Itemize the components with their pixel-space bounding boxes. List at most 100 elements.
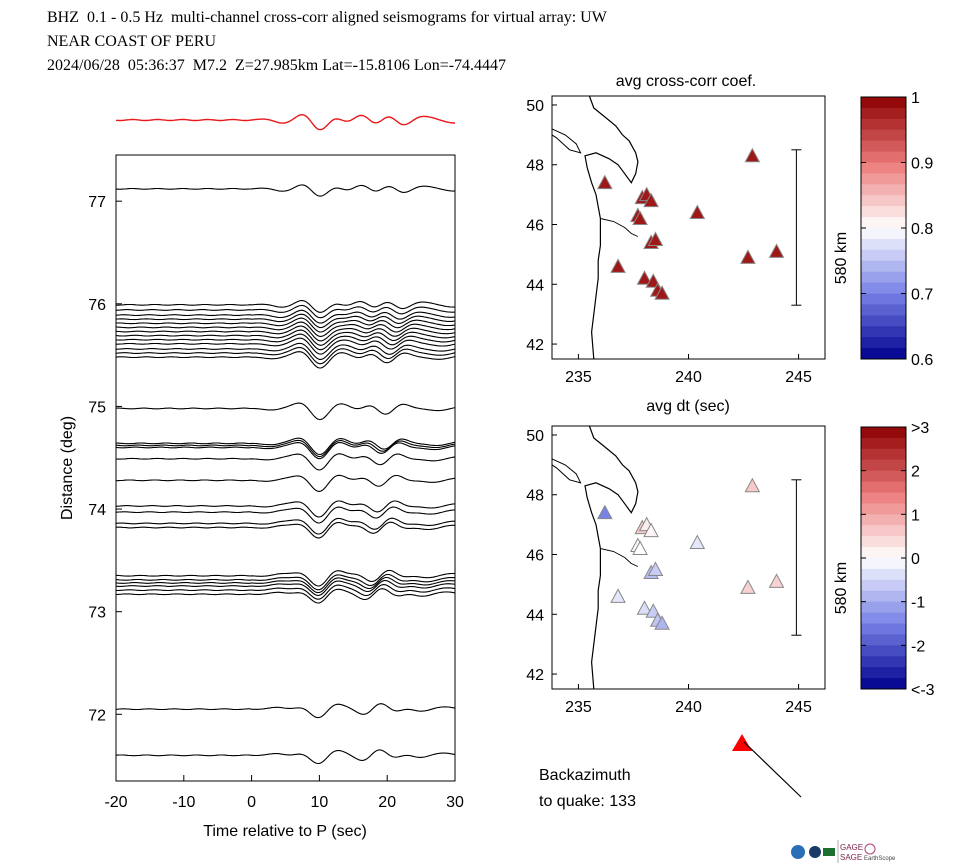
x-axis-label: Time relative to P (sec) bbox=[203, 823, 367, 840]
backazimuth-value: to quake: 133 bbox=[539, 793, 636, 810]
colorbar-tick-label: 0 bbox=[911, 551, 920, 568]
colorbar-tick-label: 1 bbox=[911, 507, 920, 524]
seismogram-trace bbox=[115, 573, 456, 591]
colorbar-tick-label: <-3 bbox=[911, 682, 935, 699]
seismogram-trace bbox=[115, 346, 456, 365]
seismogram-trace bbox=[115, 304, 456, 319]
y-tick-label: 42 bbox=[526, 667, 544, 684]
backazimuth-label: Backazimuth bbox=[539, 767, 631, 784]
colorbar-segment bbox=[861, 547, 906, 559]
sage-logo-text: SAGE bbox=[840, 853, 862, 862]
station-marker bbox=[768, 243, 785, 258]
y-tick-label: 48 bbox=[526, 158, 544, 175]
colorbar-tick-label: 0.7 bbox=[911, 287, 933, 304]
logos: GAGE SAGE EarthScope bbox=[791, 840, 896, 863]
colorbar-segment bbox=[861, 151, 906, 163]
colorbar-tick-label: 0.9 bbox=[911, 156, 933, 173]
x-tick-label: 235 bbox=[565, 699, 592, 716]
colorbar-segment bbox=[861, 656, 906, 668]
colorbar-segment bbox=[861, 140, 906, 153]
record-section-frame bbox=[115, 154, 456, 782]
map2-scale-bar bbox=[791, 479, 802, 636]
seismogram-trace bbox=[115, 351, 456, 369]
station-marker bbox=[632, 210, 648, 226]
seismogram-trace bbox=[115, 517, 455, 535]
y-tick-label: 50 bbox=[526, 98, 544, 115]
colorbar-segment bbox=[861, 470, 906, 483]
colorbar-segment bbox=[861, 459, 906, 472]
y-tick-label: 75 bbox=[88, 399, 106, 416]
map1-scale-label: 580 km bbox=[833, 232, 850, 284]
record-section: -20 -10 0 10 20 30 72 73 74 75 76 77 Time relative… bbox=[59, 113, 464, 840]
seismogram-trace bbox=[115, 703, 456, 719]
seismogram-trace bbox=[115, 325, 456, 342]
seismogram-trace bbox=[115, 329, 456, 346]
colorbar-segment bbox=[861, 184, 906, 196]
colorbar-segment bbox=[861, 568, 906, 581]
station-marker bbox=[610, 258, 626, 273]
map-dt: 580 km 235 240 245 42 44 46 48 50 bbox=[526, 425, 850, 716]
map2-coastline bbox=[551, 425, 639, 690]
y-axis-label: Distance (deg) bbox=[59, 416, 76, 520]
gage-logo-text: GAGE bbox=[840, 843, 863, 852]
station-marker bbox=[744, 477, 761, 493]
colorbar-segment bbox=[861, 337, 906, 349]
x-tick-label: -10 bbox=[172, 794, 195, 811]
colorbar-segment bbox=[861, 217, 906, 229]
station-marker bbox=[654, 285, 670, 300]
seismogram-trace bbox=[116, 584, 456, 600]
seismogram-trace bbox=[115, 749, 456, 765]
seismogram-trace bbox=[115, 437, 456, 456]
seismogram-trace bbox=[115, 453, 456, 471]
x-tick-label: 245 bbox=[785, 699, 812, 716]
station-marker bbox=[768, 573, 785, 588]
map1-title: avg cross-corr coef. bbox=[616, 73, 756, 90]
seismogram-trace bbox=[115, 309, 456, 324]
river bbox=[600, 218, 639, 237]
colorbar-segment bbox=[861, 238, 906, 251]
x-tick-label: -20 bbox=[104, 794, 127, 811]
map2-scale-label: 580 km bbox=[833, 562, 850, 614]
seismogram-trace bbox=[115, 588, 456, 604]
seismogram-trace bbox=[115, 441, 456, 460]
station-marker bbox=[744, 147, 761, 163]
seismogram-trace bbox=[115, 506, 456, 524]
colorbar-segment bbox=[861, 448, 906, 461]
colorbar-segment bbox=[861, 260, 906, 273]
colorbar-tick-label: 1 bbox=[911, 90, 920, 107]
seismogram-trace bbox=[115, 342, 456, 360]
seismogram-trace bbox=[115, 579, 456, 596]
colorbar-segment bbox=[861, 129, 906, 142]
x-tick-label: 30 bbox=[446, 794, 464, 811]
backazimuth-indicator: Backazimuth to quake: 133 bbox=[539, 734, 802, 810]
colorbar-segment bbox=[861, 579, 906, 592]
title-line-1: BHZ 0.1 - 0.5 Hz multi-channel cross-cor… bbox=[47, 9, 607, 26]
colorbar-cross-corr: 1 0.9 0.8 0.7 0.6 bbox=[860, 90, 933, 369]
doe-logo-icon bbox=[809, 846, 821, 858]
colorbar-segment bbox=[861, 536, 906, 548]
colorbar-segment bbox=[861, 195, 906, 207]
colorbar-tick-label: >3 bbox=[911, 420, 929, 437]
seismogram-trace bbox=[115, 313, 456, 329]
stack-trace bbox=[115, 113, 455, 131]
y-tick-label: 72 bbox=[88, 707, 106, 724]
x-tick-label: 235 bbox=[565, 369, 592, 386]
station-marker bbox=[597, 504, 613, 520]
colorbar-segment bbox=[861, 558, 906, 570]
island-coastline bbox=[551, 128, 582, 154]
station-marker bbox=[643, 522, 659, 538]
station-marker bbox=[647, 561, 664, 576]
seismogram-trace bbox=[115, 439, 456, 458]
colorbar-tick-label: 0.6 bbox=[911, 352, 933, 369]
station-marker bbox=[647, 231, 664, 246]
seismogram-trace bbox=[115, 402, 456, 421]
y-tick-label: 50 bbox=[526, 428, 544, 445]
colorbar-segment bbox=[861, 249, 906, 262]
colorbar-segment bbox=[861, 634, 906, 646]
colorbar-segment bbox=[861, 118, 906, 131]
colorbar-segment bbox=[861, 107, 906, 120]
station-marker bbox=[636, 600, 653, 615]
x-tick-label: 240 bbox=[675, 699, 702, 716]
station-marker bbox=[632, 540, 648, 556]
colorbar-dt: >3 2 1 0 -1 -2 <-3 bbox=[860, 420, 935, 699]
